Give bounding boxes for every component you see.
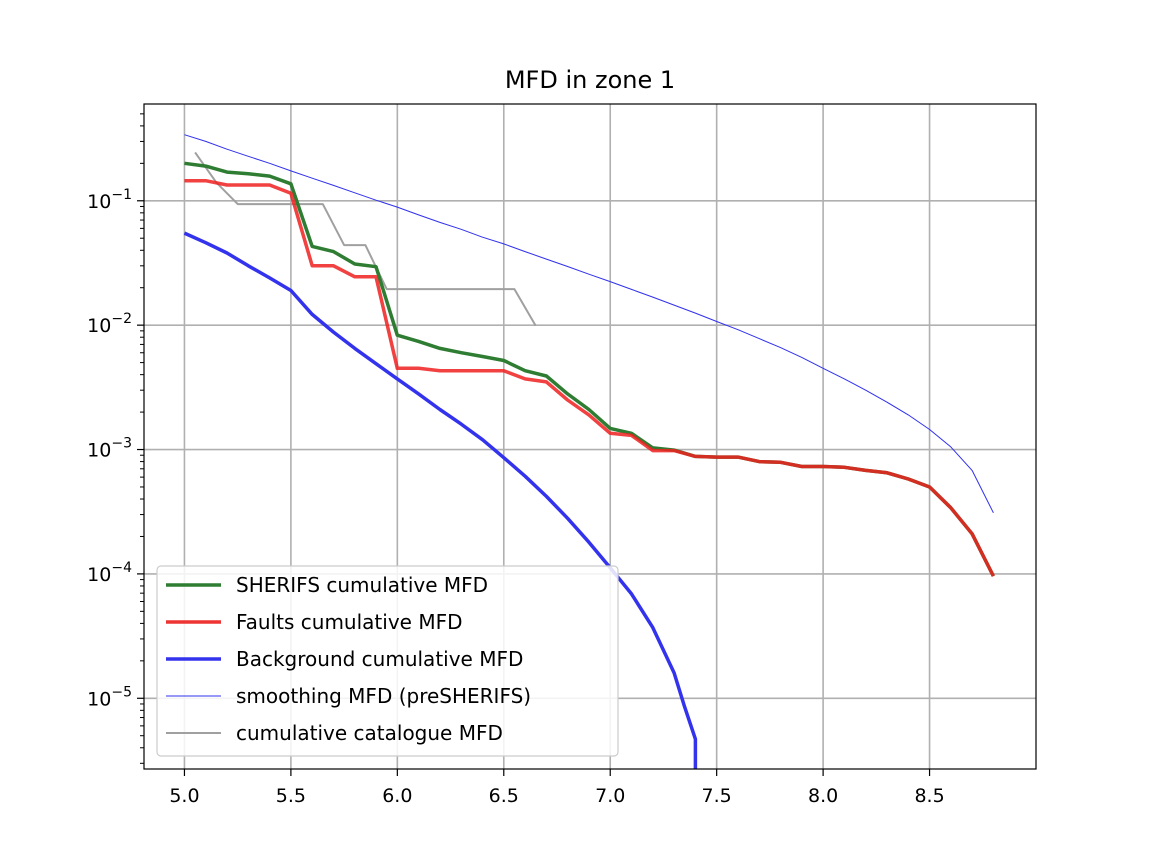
- x-tick-label: 6.0: [382, 785, 412, 807]
- y-tick-label: 10−5: [87, 684, 132, 710]
- chart-title: MFD in zone 1: [505, 66, 675, 94]
- legend-label: SHERIFS cumulative MFD: [236, 573, 488, 597]
- x-tick-label: 5.5: [276, 785, 306, 807]
- x-tick-label: 6.5: [489, 785, 519, 807]
- axis-ticks: 5.0 5.5 6.0 6.5 7.0 7.5 8.0 8.5 10−1 10−2 10−3 10−4…: [87, 113, 945, 807]
- legend-label: Faults cumulative MFD: [236, 610, 462, 634]
- series-line-background-cumulative-mfd: [183, 231, 698, 769]
- legend: SHERIFS cumulative MFD Faults cumulative …: [156, 565, 619, 757]
- y-tick-label: 10−2: [87, 311, 132, 337]
- y-tick-label: 10−3: [87, 436, 132, 462]
- legend-label: cumulative catalogue MFD: [236, 721, 503, 745]
- plot-frame: [143, 103, 1037, 770]
- y-tick-label: 10−1: [87, 187, 132, 213]
- x-tick-label: 8.0: [808, 785, 838, 807]
- series-line-smoothing-mfd-presherifs: [184, 134, 994, 514]
- legend-label: Background cumulative MFD: [236, 647, 523, 671]
- x-tick-label: 7.5: [702, 785, 732, 807]
- legend-box: [156, 565, 619, 757]
- series-line-cumulative-catalogue-mfd: [194, 151, 537, 327]
- series-line-sherifs-cumulative-mfd: [184, 161, 995, 577]
- y-tick-label: 10−4: [87, 560, 132, 586]
- series-line-faults-cumulative-mfd: [184, 178, 995, 577]
- series-lines: [183, 134, 995, 769]
- x-tick-label: 5.0: [169, 785, 199, 807]
- legend-label: smoothing MFD (preSHERIFS): [236, 684, 531, 708]
- x-tick-label: 8.5: [914, 785, 944, 807]
- x-tick-label: 7.0: [595, 785, 625, 807]
